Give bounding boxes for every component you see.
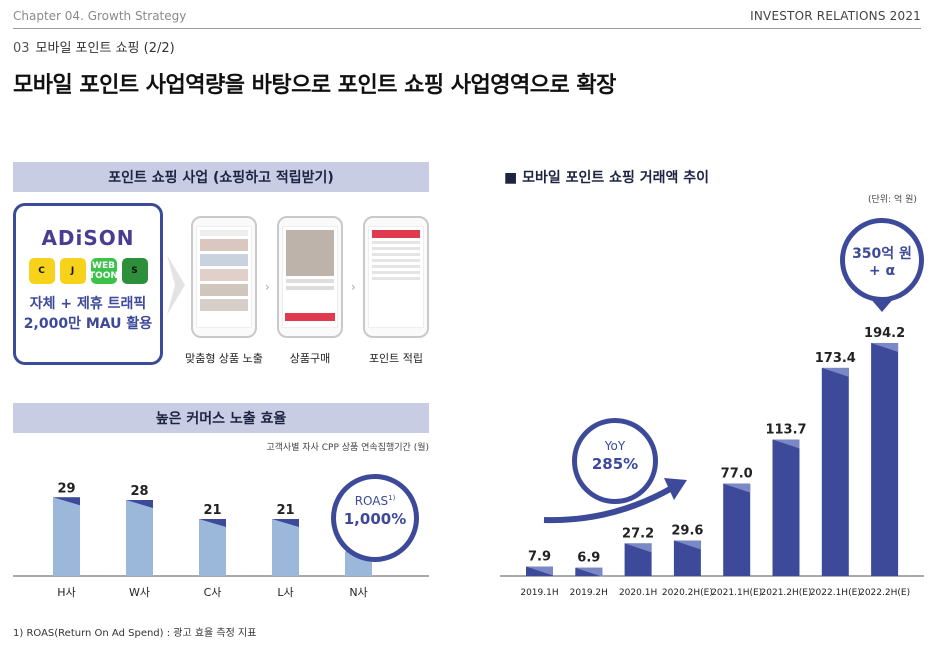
data-label: 7.9 [528,550,551,565]
section-subheading: 03 모바일 포인트 쇼핑 (2/2) [13,37,175,56]
step-caption: 맞춤형 상품 노출 [185,352,263,365]
chapter-label: Chapter 04. Growth Strategy [13,9,187,23]
bar-corner [821,367,849,377]
data-label: 173.4 [815,351,856,366]
bar-corner [575,567,603,577]
ir-label: INVESTOR RELATIONS 2021 [750,9,921,23]
chevron-right-icon: › [351,280,356,294]
bar-corner [624,543,652,553]
commerce-efficiency-header: 높은 커머스 노출 효율 [13,403,429,433]
adison-logo: ADiSON [41,226,135,250]
phone-screen [368,226,424,328]
data-label: 194.2 [864,326,905,341]
tick-label: 2019.1H [520,588,558,598]
tick-label: 2021.1H(E) [711,588,762,598]
data-label: 113.7 [765,423,806,438]
bar-corner [723,483,751,493]
growth-arrow-icon [543,478,687,524]
yoy-value: 285% [591,455,639,473]
section-number: 03 [13,41,30,56]
bar [199,519,226,576]
page-title: 모바일 포인트 사업역량을 바탕으로 포인트 쇼핑 사업영역으로 확장 [13,73,616,98]
step-caption: 상품구매 [289,352,331,365]
step-caption: 포인트 적립 [368,352,424,365]
tick-label: 2020.2H(E) [662,588,713,598]
yoy-label: YoY [604,439,626,453]
data-label: 28 [130,484,148,499]
app-icon: S [121,258,148,284]
bar [526,566,553,576]
bar [53,497,80,576]
data-label: 29.6 [671,523,703,538]
adison-text: 자체 + 제휴 트래픽 2,000만 MAU 활용 [16,294,160,334]
bar-corner [199,519,226,527]
bar-corner [526,566,553,576]
roas-badge: ROAS1) 1,000% [331,474,419,562]
roas-value: 1,000% [343,510,407,528]
bar-corner [871,342,899,352]
bar [772,439,800,576]
bar-corner [772,439,800,449]
target-pointer-icon [870,298,894,312]
bar-corner [272,519,299,527]
tick-label: 2020.1H [619,588,657,598]
target-badge: 350억 원 + α [840,218,924,302]
tick-label: 2019.2H [570,588,608,598]
phone-mockup-products [191,216,257,338]
phone-mockup-purchase [277,216,343,338]
section-subtitle: 모바일 포인트 쇼핑 (2/2) [35,41,175,56]
phone-screen [196,226,252,328]
traffic-line: 자체 + 제휴 트래픽 [29,296,147,312]
yoy-badge: YoY 285% [572,418,658,504]
app-icon: WEB TOON [89,258,118,284]
bar-corner [126,500,153,508]
adison-card: ADiSON C J WEB TOON S 자체 + 제휴 트래픽 2,000만 MA… [13,203,163,365]
client-bar-chart: 29H사28W사21C사21L사9N사 [13,481,429,599]
header-divider [13,28,921,29]
app-icons: C J WEB TOON S [16,258,160,284]
bar-corner [673,540,701,550]
footnote: 1) ROAS(Return On Ad Spend) : 광고 효율 측정 지… [13,628,257,639]
unit-label: (단위: 억 원) [868,195,917,205]
bar [821,367,849,576]
chart-note: 고객사별 자사 CPP 상품 연속집행기간 (월) [266,443,429,453]
flow-arrow-icon [167,255,185,315]
tick-label: H사 [57,586,75,599]
data-label: 21 [203,503,221,518]
app-icon: C [28,258,55,284]
tick-label: W사 [129,586,150,599]
target-line1: 350억 원 [852,246,912,262]
phone-mockup-points [363,216,429,338]
data-label: 27.2 [622,526,654,541]
point-shopping-header: 포인트 쇼핑 사업 (쇼핑하고 적립받기) [13,162,429,192]
roas-label: ROAS1) [354,494,396,508]
bar [272,519,299,576]
tick-label: 2022.2H(E) [859,588,910,598]
tick-label: 2022.1H(E) [810,588,861,598]
target-line2: + α [868,263,896,279]
data-label: 29 [57,481,75,496]
transaction-bar-chart: 7.9 2019.1H 6.9 2019.2H 27.2 2020.1H 29.6 2020.… [500,326,924,598]
phone-screen [282,226,338,328]
tick-label: N사 [349,586,367,599]
chevron-right-icon: › [265,280,270,294]
data-label: 21 [276,503,294,518]
bar-corner [53,497,80,506]
mau-line: 2,000만 MAU 활용 [23,316,153,332]
bar [871,342,899,576]
app-icon: J [59,258,86,284]
tick-label: C사 [204,586,222,599]
tick-label: 2021.2H(E) [761,588,812,598]
bar [126,500,153,576]
data-label: 6.9 [577,551,600,566]
tick-label: L사 [277,586,293,599]
right-chart-title: ■ 모바일 포인트 쇼핑 거래액 추이 [504,170,710,186]
data-label: 77.0 [721,467,753,482]
bar [723,483,751,576]
